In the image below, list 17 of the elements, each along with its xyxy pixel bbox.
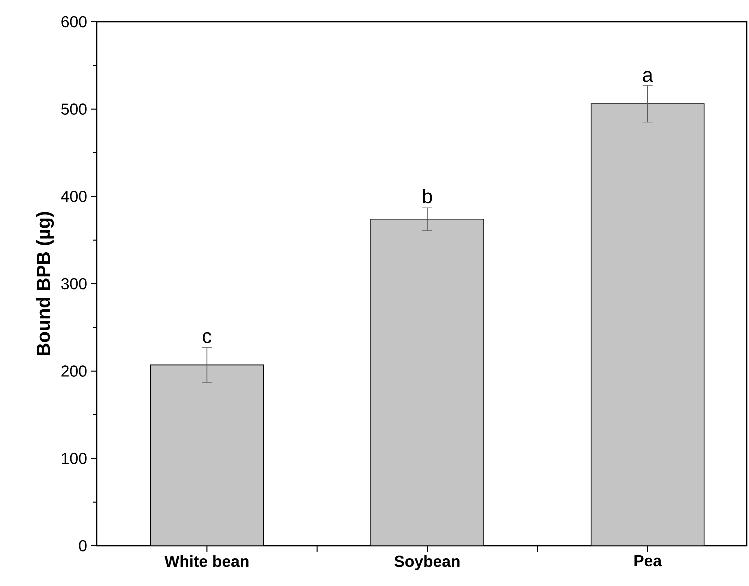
annotation: c [203,332,212,344]
y-tick-label: 600 [62,16,87,28]
y-tick-label: 300 [62,278,87,290]
x-tick-label: Pea [634,556,662,567]
y-tick-label: 500 [62,104,87,115]
y-tick-label: 100 [62,453,87,464]
bar [590,104,705,546]
y-tick-label: 0 [79,540,87,552]
x-tick-label: Soybean [394,556,460,570]
x-tick-label: White bean [164,556,249,568]
y-axis-title: Bound BPB (µg) [36,212,54,356]
annotation: a [643,71,654,82]
y-tick-label: 200 [62,366,87,377]
bar [370,218,484,546]
bar [150,364,264,546]
y-tick-label: 400 [61,191,87,202]
annotation: b [423,188,432,204]
